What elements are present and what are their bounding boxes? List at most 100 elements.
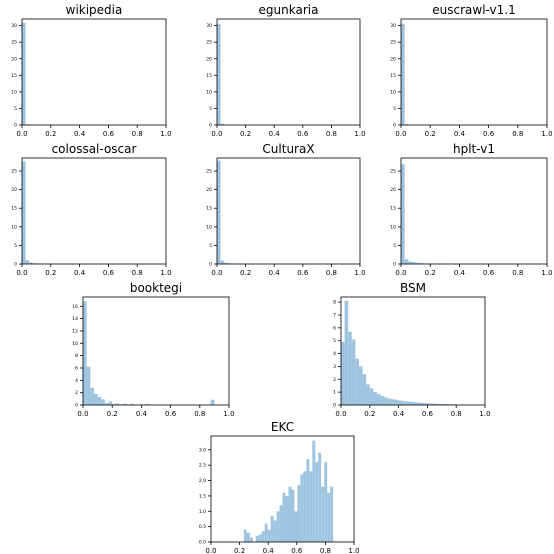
chart-panel: 0.0 0.2 0.4 0.6 0.8 1.0 0 5 10 15 20 25 30 euscrawl-v… — [390, 3, 552, 138]
y-tick-label: 10 — [206, 89, 212, 95]
x-tick-label: 0.0 — [395, 269, 406, 277]
y-tick-label: 25 — [390, 169, 396, 175]
histogram-bar — [104, 403, 109, 405]
y-tick-label: 10 — [390, 224, 396, 230]
histogram-bar — [224, 262, 228, 264]
histogram-bar — [366, 384, 370, 405]
x-tick-label: 1.0 — [541, 130, 552, 138]
plot-frame — [216, 18, 361, 126]
histogram-bar — [261, 531, 265, 542]
histogram-bar — [351, 339, 356, 405]
x-tick-label: 0.8 — [320, 547, 331, 554]
x-tick-label: 0.6 — [483, 269, 495, 277]
histogram-bar — [288, 486, 292, 542]
y-tick-label: 2 — [75, 390, 78, 396]
histogram-bar — [377, 394, 381, 405]
y-tick-label: 20 — [206, 187, 212, 193]
x-tick-label: 0.8 — [132, 269, 143, 277]
y-tick-label: 25 — [206, 169, 212, 175]
histogram-bar — [423, 403, 428, 405]
x-tick-label: 0.4 — [74, 130, 86, 138]
y-tick-label: 6 — [75, 365, 78, 371]
x-tick-label: 0.2 — [234, 547, 245, 554]
y-tick-label: 30 — [11, 23, 17, 29]
y-tick-label: 10 — [390, 89, 396, 95]
x-tick-label: 0.0 — [77, 410, 88, 418]
histogram-bar — [416, 402, 421, 405]
y-tick-label: 20 — [390, 56, 396, 62]
y-tick-label: 3.0 — [199, 447, 206, 453]
histogram-bar — [330, 486, 334, 542]
x-tick-label: 0.2 — [425, 269, 436, 277]
histogram-bar — [341, 342, 345, 405]
x-tick-label: 0.6 — [103, 269, 115, 277]
x-tick-label: 0.4 — [74, 269, 86, 277]
plot-frame — [82, 296, 230, 406]
y-tick-label: 20 — [11, 56, 17, 62]
histogram-bar — [321, 486, 325, 542]
histogram-bar — [324, 462, 328, 542]
chart-title: euscrawl-v1.1 — [432, 3, 515, 17]
plot-frame — [210, 435, 355, 543]
x-tick-label: 0.6 — [165, 410, 177, 418]
y-tick-label: 7 — [333, 313, 336, 319]
x-tick-label: 0.8 — [194, 410, 205, 418]
chart-title: CulturaX — [262, 142, 314, 156]
y-tick-label: 5 — [14, 243, 17, 249]
histogram-bar — [246, 532, 250, 542]
y-tick-label: 10 — [11, 224, 17, 230]
x-tick-label: 1.0 — [541, 269, 552, 277]
y-tick-label: 15 — [11, 206, 17, 212]
y-tick-label: 15 — [390, 206, 396, 212]
x-tick-label: 0.4 — [269, 269, 281, 277]
chart-panel: 0.0 0.2 0.4 0.6 0.8 1.0 0 5 10 15 20 25 30 wikipedia — [11, 3, 171, 138]
y-tick-label: 0 — [333, 403, 336, 409]
plot-frame — [216, 157, 361, 265]
histogram-bar — [285, 495, 289, 542]
histogram-bar — [380, 396, 385, 405]
histogram-bar — [279, 505, 283, 542]
histogram-bar — [101, 399, 105, 405]
histogram-bar — [145, 404, 149, 405]
y-tick-label: 15 — [206, 73, 212, 79]
y-tick-label: 30 — [206, 23, 212, 29]
histogram-bar — [97, 396, 102, 405]
histogram-bar — [220, 260, 225, 264]
histogram-bar — [264, 523, 268, 542]
x-tick-label: 0.6 — [483, 130, 495, 138]
histogram-bar — [348, 331, 352, 405]
y-tick-label: 0 — [393, 123, 396, 129]
histogram-bar — [306, 459, 310, 542]
plot-frame — [21, 18, 167, 126]
chart-panel: 0.0 0.2 0.4 0.6 0.8 1.0 0 5 10 15 20 25 colossal-osc… — [11, 142, 171, 277]
histogram-bar — [398, 400, 403, 405]
histogram-bar — [434, 403, 439, 405]
y-tick-label: 0 — [14, 123, 17, 129]
histogram-bar — [267, 529, 271, 542]
histogram-bar — [415, 262, 420, 264]
x-tick-label: 0.6 — [297, 269, 309, 277]
histogram-bar — [413, 402, 417, 405]
chart-panel: 0.0 0.2 0.4 0.6 0.8 1.0 0 5 10 15 20 25 30 egunkaria — [206, 3, 365, 138]
histogram-bar — [369, 388, 374, 405]
x-tick-label: 0.0 — [211, 269, 222, 277]
x-tick-label: 0.0 — [16, 269, 27, 277]
x-tick-label: 0.2 — [425, 130, 436, 138]
y-tick-label: 10 — [72, 341, 78, 347]
histogram-bar — [270, 515, 274, 542]
histogram-bar — [405, 401, 410, 405]
y-tick-label: 30 — [390, 23, 396, 29]
y-tick-label: 20 — [206, 56, 212, 62]
histogram-bar — [282, 492, 286, 542]
histogram-bar — [318, 452, 322, 542]
x-tick-label: 0.2 — [240, 269, 251, 277]
histogram-bar — [387, 398, 392, 405]
x-tick-label: 1.0 — [479, 410, 490, 418]
y-tick-label: 0 — [393, 262, 396, 268]
histogram-bar — [401, 164, 405, 264]
histogram-bar — [297, 485, 301, 542]
chart-title: colossal-oscar — [52, 142, 137, 156]
x-tick-label: 0.4 — [263, 547, 275, 554]
chart-title: EKC — [271, 420, 294, 434]
